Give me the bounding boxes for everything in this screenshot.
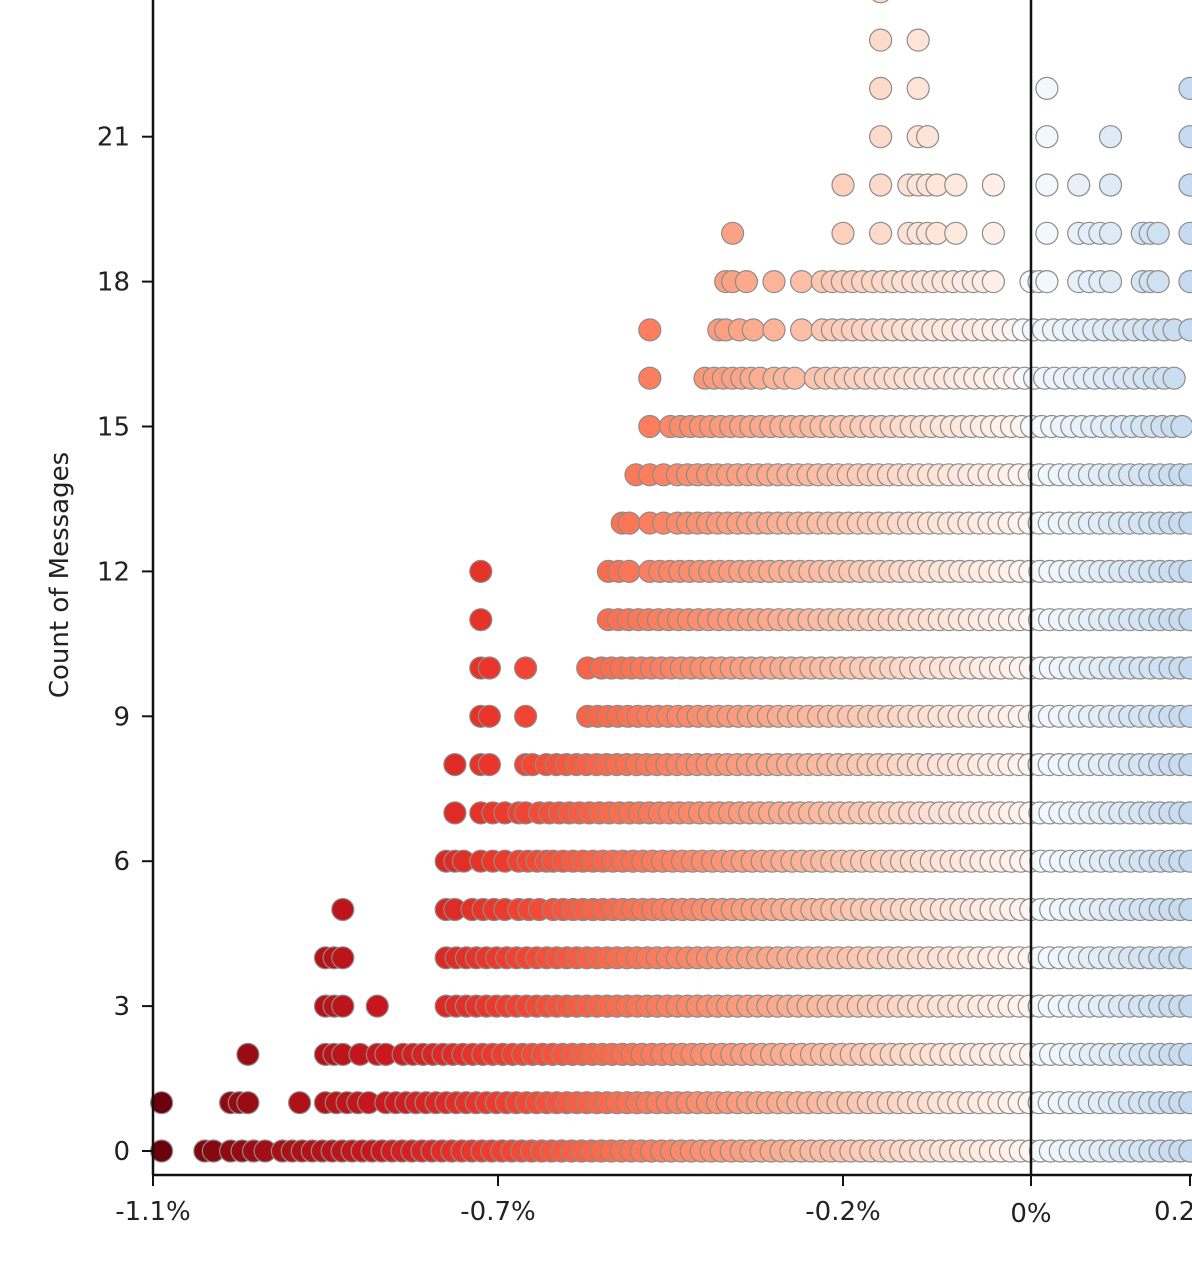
data-point	[906, 76, 930, 101]
data-point	[1178, 849, 1192, 873]
x-tick-label: -0.2%	[805, 1197, 880, 1227]
data-point	[868, 76, 893, 101]
data-point	[1170, 414, 1192, 439]
data-point	[1178, 511, 1192, 535]
data-point	[868, 221, 893, 245]
data-point	[789, 318, 814, 342]
data-point	[1098, 221, 1123, 245]
data-point	[831, 221, 855, 245]
data-point	[868, 28, 893, 52]
data-point	[1098, 125, 1123, 149]
data-point	[443, 752, 467, 777]
data-point	[1178, 1042, 1192, 1066]
x-axis-ticks: -1.1% -0.7% -0.2% 0% 0.2%	[115, 1175, 1192, 1229]
data-point	[1178, 994, 1192, 1018]
data-point	[944, 173, 968, 197]
data-point	[1035, 173, 1059, 197]
data-point	[477, 704, 501, 728]
data-point	[872, 0, 889, 4]
y-tick-label: 12	[97, 557, 130, 587]
data-point	[1178, 704, 1192, 728]
data-point	[1162, 366, 1186, 390]
data-point	[365, 994, 389, 1018]
data-point	[1178, 76, 1192, 100]
data-point	[906, 28, 930, 52]
data-point	[617, 559, 641, 584]
data-point	[236, 1042, 260, 1067]
y-tick-label: 15	[97, 413, 130, 443]
data-point	[469, 559, 493, 584]
y-tick-label: 9	[113, 702, 130, 732]
data-point	[944, 221, 968, 245]
data-point	[1178, 753, 1192, 777]
x-tick-label: -0.7%	[460, 1197, 535, 1227]
data-point	[513, 704, 538, 728]
data-point	[762, 318, 786, 342]
data-point	[1178, 318, 1192, 342]
data-point	[981, 221, 1006, 245]
data-point	[1178, 1139, 1192, 1163]
data-point	[331, 994, 355, 1018]
data-point	[1178, 946, 1192, 970]
data-point	[331, 897, 355, 922]
data-point	[236, 1091, 260, 1115]
data-point	[331, 946, 355, 970]
y-tick-label: 3	[113, 992, 130, 1022]
data-point	[783, 366, 807, 390]
y-axis-title: Count of Messages	[45, 452, 75, 698]
data-point	[469, 608, 493, 632]
data-point	[734, 270, 759, 294]
data-point	[789, 270, 814, 294]
x-tick-label: 0%	[1010, 1199, 1051, 1229]
data-point	[868, 173, 893, 197]
y-tick-label: 21	[97, 123, 130, 153]
data-point	[638, 318, 662, 342]
data-point	[1178, 608, 1192, 632]
data-point	[762, 270, 786, 294]
data-point	[868, 125, 893, 149]
data-point	[1178, 801, 1192, 825]
x-tick-label: 0.2%	[1154, 1197, 1192, 1227]
data-point	[1178, 270, 1192, 294]
data-point	[1035, 76, 1059, 101]
y-tick-label: 18	[97, 268, 130, 298]
data-point	[1178, 656, 1192, 680]
data-point	[1178, 559, 1192, 583]
data-point	[443, 801, 467, 825]
data-point	[915, 125, 940, 149]
y-tick-label: 0	[113, 1137, 130, 1167]
data-point	[981, 173, 1006, 197]
data-point	[638, 366, 662, 390]
data-point	[1098, 173, 1123, 197]
data-point	[617, 511, 641, 535]
data-point	[288, 1091, 312, 1115]
data-point	[741, 318, 765, 342]
data-point	[1098, 270, 1123, 294]
data-point	[1178, 1091, 1192, 1115]
data-point	[477, 752, 501, 777]
data-point	[150, 1091, 174, 1115]
data-point	[831, 173, 855, 197]
x-tick-label: -1.1%	[115, 1197, 190, 1227]
data-point	[1178, 463, 1192, 487]
data-point	[1178, 897, 1192, 922]
data-point	[1178, 221, 1192, 245]
y-tick-label: 6	[113, 847, 130, 877]
data-point	[1178, 125, 1192, 149]
data-point	[1178, 173, 1192, 197]
data-point	[1035, 221, 1059, 245]
data-point	[1035, 125, 1059, 149]
data-point	[513, 656, 538, 680]
data-points	[150, 0, 1192, 1163]
data-point	[477, 656, 501, 680]
data-point	[1067, 173, 1091, 197]
data-point	[638, 414, 662, 439]
data-point	[1035, 270, 1059, 294]
data-point	[720, 221, 745, 245]
data-point	[1146, 270, 1170, 294]
data-point	[981, 270, 1006, 294]
y-axis-ticks: 0 3 6 9 12 15 18 21	[97, 123, 153, 1167]
data-point	[1146, 221, 1170, 245]
